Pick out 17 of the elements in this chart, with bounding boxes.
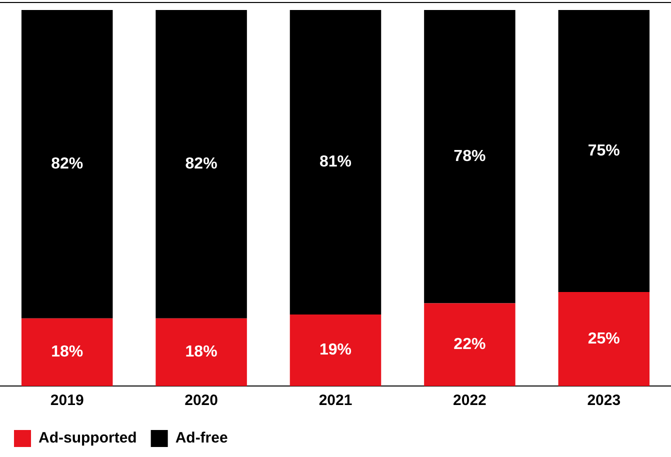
- data-label: 81%: [319, 154, 352, 171]
- data-label: 25%: [588, 330, 620, 348]
- x-tick-label: 2019: [50, 392, 84, 410]
- data-label: 82%: [51, 156, 84, 173]
- legend-label: Ad-supported: [38, 430, 137, 447]
- x-tick-label: 2020: [184, 392, 218, 410]
- data-label: 18%: [51, 344, 84, 361]
- x-tick-label: 2023: [587, 392, 621, 410]
- data-label: 78%: [454, 148, 486, 166]
- x-tick-label: 2022: [453, 392, 486, 410]
- data-label: 75%: [588, 142, 620, 160]
- data-label: 82%: [185, 156, 218, 173]
- x-tick-label: 2021: [318, 392, 352, 410]
- legend-label: Ad-free: [175, 430, 228, 447]
- data-label: 18%: [185, 344, 218, 361]
- data-label: 19%: [319, 342, 352, 359]
- data-label: 22%: [454, 336, 486, 354]
